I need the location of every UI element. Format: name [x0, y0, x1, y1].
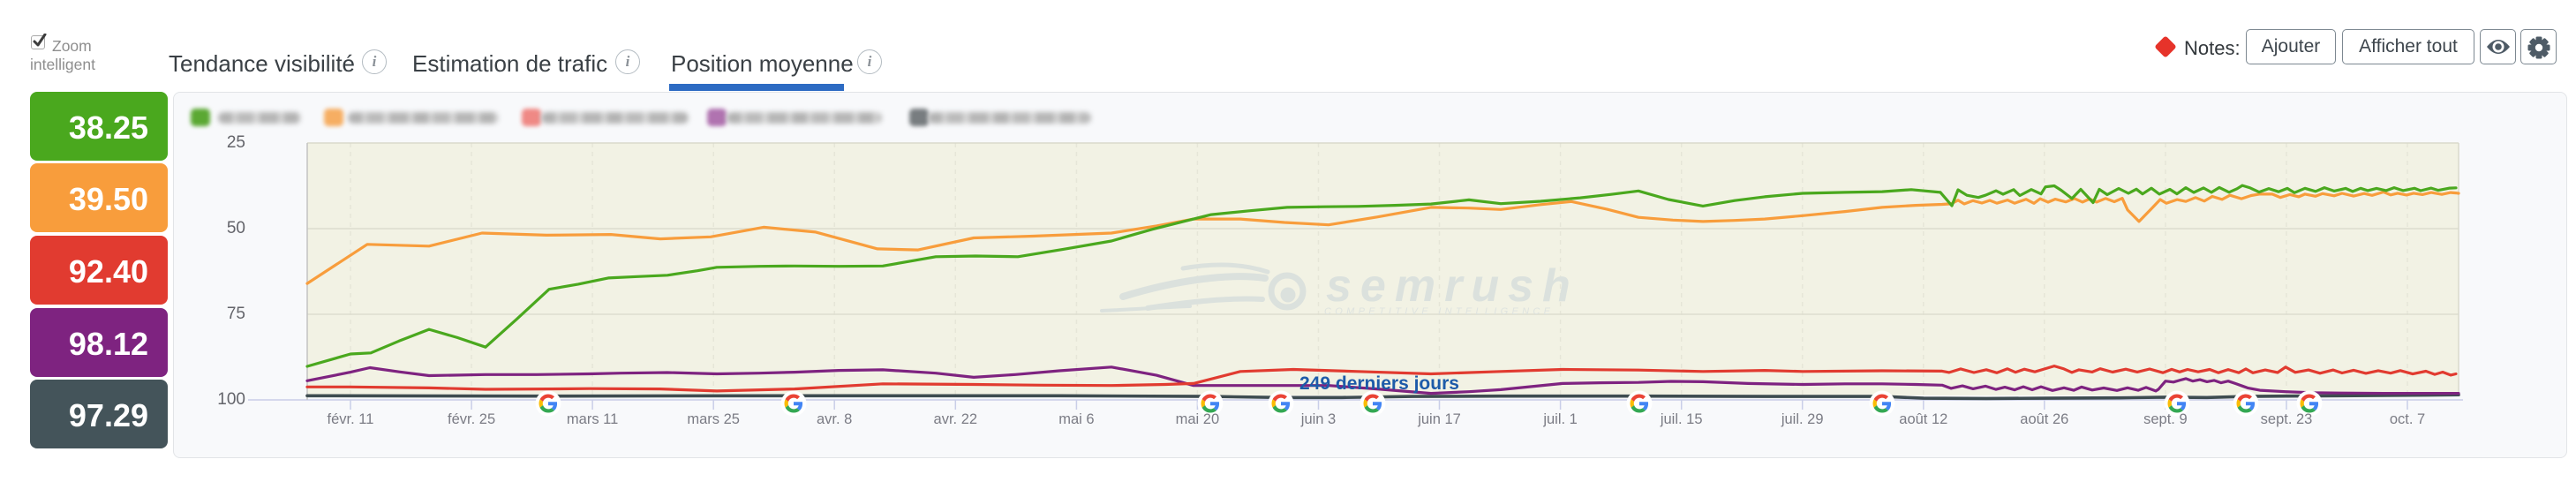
svg-text:COMPETITIVE INTELLIGENCE: COMPETITIVE INTELLIGENCE: [1324, 306, 1554, 317]
svg-text:semrush: semrush: [1326, 260, 1579, 312]
